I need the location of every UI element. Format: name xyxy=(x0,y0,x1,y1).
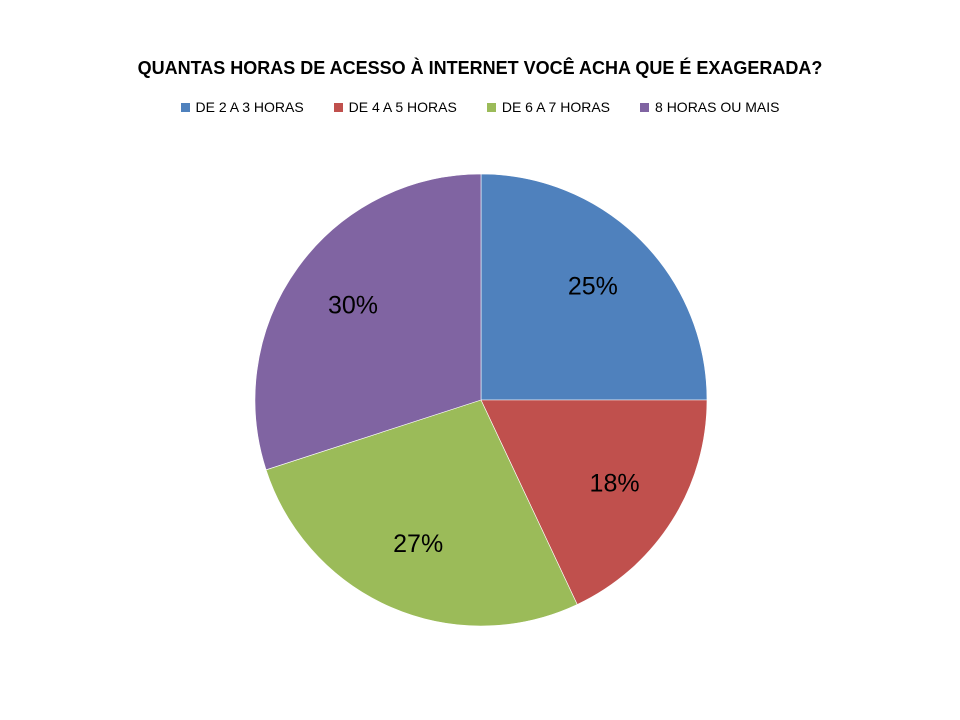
slice-label-2: 18% xyxy=(590,469,640,497)
chart-title: QUANTAS HORAS DE ACESSO À INTERNET VOCÊ … xyxy=(137,58,823,78)
legend-label-2: DE 4 A 5 HORAS xyxy=(348,99,457,115)
legend-label-1: DE 2 A 3 HORAS xyxy=(195,99,304,115)
legend-swatch-3 xyxy=(486,102,496,112)
pie-slice-1 xyxy=(480,173,708,401)
legend-label-4: 8 HORAS OU MAIS xyxy=(655,99,780,115)
legend-item-1: DE 2 A 3 HORAS xyxy=(180,99,304,115)
slice-label-1: 25% xyxy=(568,273,618,301)
chart-legend: DE 2 A 3 HORAS DE 4 A 5 HORAS DE 6 A 7 H… xyxy=(0,99,960,115)
slice-label-3: 27% xyxy=(393,530,443,558)
pie-slice-2 xyxy=(480,399,708,605)
legend-item-2: DE 4 A 5 HORAS xyxy=(333,99,457,115)
pie-slice-3 xyxy=(265,399,578,627)
legend-swatch-4 xyxy=(640,102,650,112)
slice-label-4: 30% xyxy=(328,292,378,320)
legend-swatch-1 xyxy=(180,102,190,112)
legend-swatch-2 xyxy=(333,102,343,112)
legend-item-3: DE 6 A 7 HORAS xyxy=(486,99,611,115)
legend-label-3: DE 6 A 7 HORAS xyxy=(501,99,611,115)
legend-item-4: 8 HORAS OU MAIS xyxy=(640,99,779,115)
pie-slice-4 xyxy=(254,173,482,471)
